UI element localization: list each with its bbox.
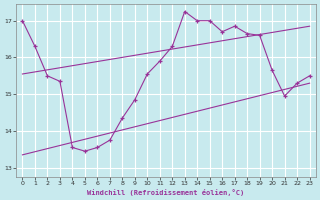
- X-axis label: Windchill (Refroidissement éolien,°C): Windchill (Refroidissement éolien,°C): [87, 189, 245, 196]
